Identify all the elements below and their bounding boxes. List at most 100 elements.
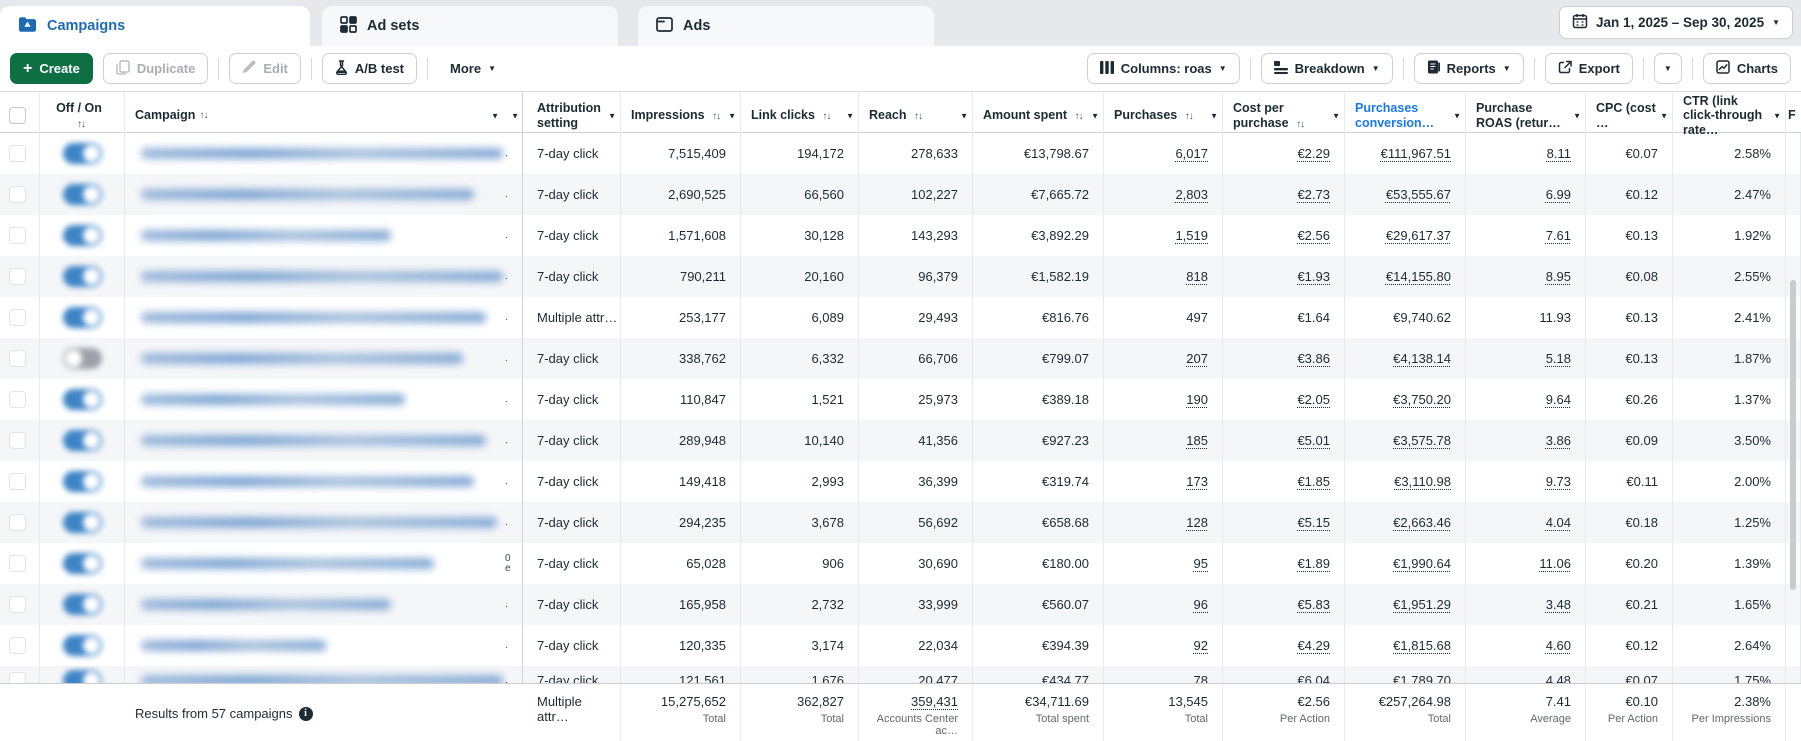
linked-metric-value[interactable]: €3.86 — [1297, 351, 1330, 366]
campaign-toggle[interactable] — [62, 389, 102, 410]
campaign-name-blurred[interactable] — [141, 675, 503, 683]
campaign-toggle[interactable] — [62, 266, 102, 287]
linked-metric-value[interactable]: 173 — [1186, 474, 1208, 489]
export-button[interactable]: Export — [1544, 53, 1633, 84]
linked-metric-value[interactable]: €5.01 — [1297, 433, 1330, 448]
linked-metric-value[interactable]: 1,519 — [1175, 228, 1208, 243]
linked-metric-value[interactable]: €1,789.70 — [1393, 673, 1451, 683]
header-purchase-roas[interactable]: Purchase ROAS (retur… ▼ — [1466, 92, 1586, 140]
linked-metric-value[interactable]: 95 — [1193, 556, 1208, 571]
header-reach[interactable]: Reach ↑↓ ▼ — [859, 92, 973, 140]
row-checkbox[interactable] — [9, 596, 26, 613]
linked-metric-value[interactable]: 4.48 — [1545, 673, 1571, 683]
row-checkbox[interactable] — [9, 309, 26, 326]
create-button[interactable]: + Create — [10, 53, 93, 84]
filter-icon[interactable]: ▼ — [1573, 110, 1581, 120]
linked-metric-value[interactable]: 2,803 — [1175, 187, 1208, 202]
campaign-name-blurred[interactable] — [141, 558, 434, 569]
linked-metric-value[interactable]: €5.15 — [1297, 515, 1330, 530]
row-checkbox[interactable] — [9, 432, 26, 449]
row-checkbox[interactable] — [9, 145, 26, 162]
duplicate-button[interactable]: Duplicate — [102, 53, 209, 84]
linked-metric-value[interactable]: €5.83 — [1297, 597, 1330, 612]
linked-metric-value[interactable]: €2.05 — [1297, 392, 1330, 407]
header-purchases[interactable]: Purchases ↑↓ ▼ — [1104, 92, 1223, 140]
filter-icon[interactable]: ▼ — [511, 110, 519, 120]
linked-metric-value[interactable]: €2.29 — [1297, 146, 1330, 161]
header-ctr[interactable]: CTR (link click-through rate… ▼ — [1673, 92, 1786, 140]
linked-metric-value[interactable]: €3,750.20 — [1393, 392, 1451, 407]
row-checkbox[interactable] — [9, 186, 26, 203]
linked-metric-value[interactable]: 3.86 — [1545, 433, 1571, 448]
columns-button[interactable]: Columns: roas ▼ — [1086, 53, 1240, 84]
select-all-checkbox[interactable] — [9, 107, 26, 125]
campaign-toggle[interactable] — [62, 307, 102, 328]
campaign-toggle[interactable] — [62, 553, 102, 574]
header-impressions[interactable]: Impressions ↑↓ ▼ — [621, 92, 741, 140]
more-button[interactable]: More ▼ — [438, 53, 508, 84]
campaign-toggle[interactable] — [62, 184, 102, 205]
filter-icon[interactable]: ▼ — [1332, 110, 1340, 120]
linked-metric-value[interactable]: 96 — [1193, 597, 1208, 612]
info-icon[interactable]: i — [298, 706, 313, 721]
campaign-name-blurred[interactable] — [141, 517, 497, 528]
linked-metric-value[interactable]: 8.11 — [1546, 146, 1571, 161]
linked-metric-value[interactable]: €4.29 — [1297, 638, 1330, 653]
linked-metric-value[interactable]: 92 — [1193, 638, 1208, 653]
tab-ads[interactable]: Ads — [638, 6, 934, 46]
linked-metric-value[interactable]: €4,138.14 — [1393, 351, 1451, 366]
filter-icon[interactable]: ▼ — [608, 110, 616, 120]
linked-metric-value[interactable]: €1,815.68 — [1393, 638, 1451, 653]
linked-metric-value[interactable]: 3.48 — [1545, 597, 1571, 612]
linked-metric-value[interactable]: €1,990.64 — [1393, 556, 1451, 571]
filter-icon[interactable]: ▼ — [491, 110, 499, 120]
linked-metric-value[interactable]: €2.56 — [1297, 228, 1330, 243]
row-checkbox[interactable] — [9, 227, 26, 244]
linked-metric-value[interactable]: 7.61 — [1545, 228, 1571, 243]
charts-button[interactable]: Charts — [1702, 53, 1791, 84]
row-checkbox[interactable] — [9, 637, 26, 654]
linked-metric-value[interactable]: 818 — [1186, 269, 1208, 284]
linked-metric-value[interactable]: €1,951.29 — [1393, 597, 1451, 612]
vertical-scrollbar[interactable] — [1790, 280, 1796, 590]
header-off-on[interactable]: Off / On ↑↓ — [40, 92, 125, 140]
linked-metric-value[interactable]: €1.85 — [1297, 474, 1330, 489]
campaign-name-blurred[interactable] — [141, 476, 474, 487]
linked-metric-value[interactable]: 8.95 — [1545, 269, 1571, 284]
linked-metric-value[interactable]: 6.99 — [1545, 187, 1571, 202]
filter-icon[interactable]: ▼ — [1453, 110, 1461, 120]
filter-icon[interactable]: ▼ — [960, 110, 968, 120]
campaign-name-blurred[interactable] — [141, 394, 405, 405]
campaign-name-blurred[interactable] — [141, 599, 391, 610]
header-attribution[interactable]: Attribution setting ▼ — [523, 92, 621, 140]
row-checkbox[interactable] — [9, 473, 26, 490]
campaign-name-blurred[interactable] — [141, 312, 486, 323]
campaign-toggle[interactable] — [62, 143, 102, 164]
filter-icon[interactable]: ▼ — [846, 110, 854, 120]
reports-button[interactable]: Reports ▼ — [1413, 53, 1524, 84]
linked-metric-value[interactable]: €6.04 — [1297, 673, 1330, 683]
header-cost-per-purchase[interactable]: Cost per purchase ↑↓ ▼ — [1223, 92, 1345, 140]
header-hidden-column[interactable]: ▼ — [503, 92, 523, 140]
linked-metric-value[interactable]: €1.93 — [1297, 269, 1330, 284]
header-campaign[interactable]: Campaign ↑↓ ▼ — [125, 92, 503, 139]
row-checkbox[interactable] — [9, 555, 26, 572]
linked-metric-value[interactable]: 190 — [1186, 392, 1208, 407]
campaign-name-blurred[interactable] — [141, 353, 463, 364]
linked-metric-value[interactable]: 78 — [1193, 673, 1208, 683]
filter-icon[interactable]: ▼ — [1773, 110, 1781, 120]
linked-metric-value[interactable]: 4.60 — [1545, 638, 1571, 653]
campaign-toggle[interactable] — [62, 670, 102, 683]
header-cpc[interactable]: CPC (cost … ▼ — [1586, 92, 1673, 140]
linked-metric-value[interactable]: 185 — [1186, 433, 1208, 448]
campaign-toggle[interactable] — [62, 225, 102, 246]
ab-test-button[interactable]: A/B test — [321, 53, 418, 84]
tab-adsets[interactable]: Ad sets — [322, 6, 618, 46]
header-amount-spent[interactable]: Amount spent ↑↓ ▼ — [973, 92, 1104, 140]
linked-metric-value[interactable]: €29,617.37 — [1385, 228, 1451, 243]
linked-metric-value[interactable]: 11.06 — [1539, 556, 1571, 571]
linked-metric-value[interactable]: €2,663.46 — [1393, 515, 1451, 530]
campaign-name-blurred[interactable] — [141, 640, 326, 651]
header-link-clicks[interactable]: Link clicks ↑↓ ▼ — [741, 92, 859, 140]
filter-icon[interactable]: ▼ — [1660, 110, 1668, 120]
